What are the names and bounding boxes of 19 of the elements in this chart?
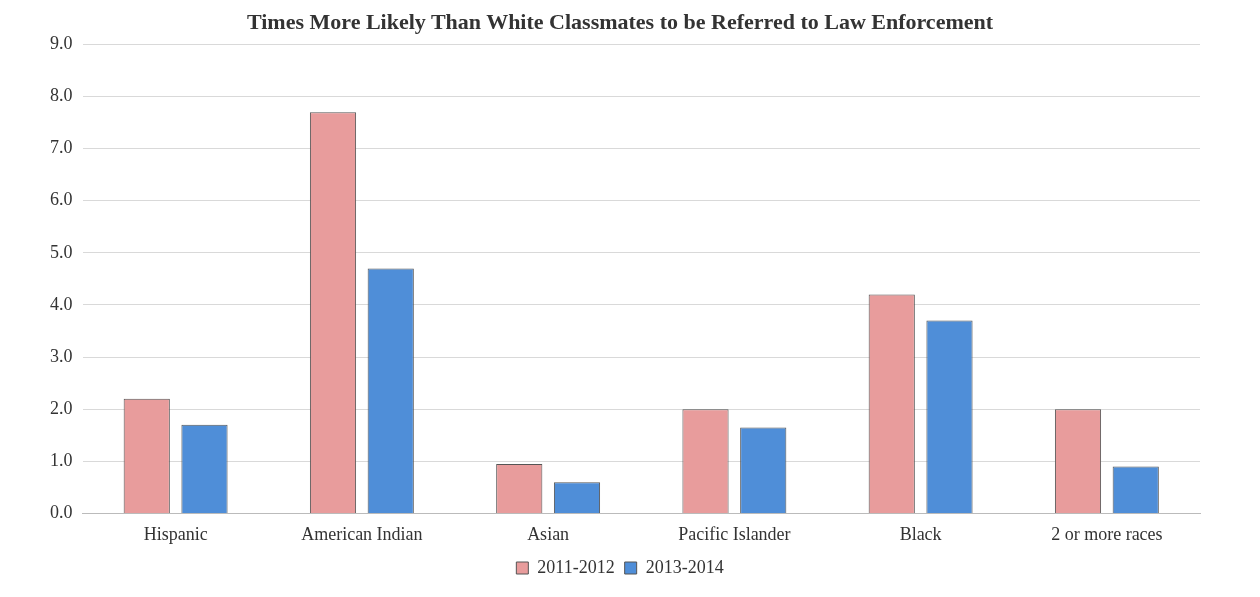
- legend-label: 2013-2014: [645, 556, 724, 577]
- y-tick-label: 5.0: [50, 241, 73, 262]
- chart-title: Times More Likely Than White Classmates to be Referred to Law Enforcement: [246, 8, 994, 34]
- y-tick-label: 7.0: [50, 137, 73, 158]
- x-tick-label: Hispanic: [143, 523, 208, 544]
- x-tick-label: Asian: [527, 523, 570, 544]
- y-tick-label: 1.0: [50, 450, 73, 471]
- y-tick-label: 2.0: [50, 397, 73, 418]
- y-tick-label: 0.0: [50, 502, 73, 523]
- x-tick-label: Pacific Islander: [678, 523, 791, 544]
- y-tick-label: 6.0: [50, 189, 73, 210]
- x-tick-label: Black: [899, 523, 942, 544]
- y-tick-label: 4.0: [50, 293, 73, 314]
- x-tick-label: American Indian: [301, 523, 423, 544]
- y-tick-label: 9.0: [50, 33, 73, 54]
- y-tick-label: 8.0: [50, 85, 73, 106]
- y-tick-label: 3.0: [50, 345, 73, 366]
- legend-label: 2011-2012: [537, 556, 615, 577]
- x-tick-label: 2 or more races: [1051, 523, 1163, 544]
